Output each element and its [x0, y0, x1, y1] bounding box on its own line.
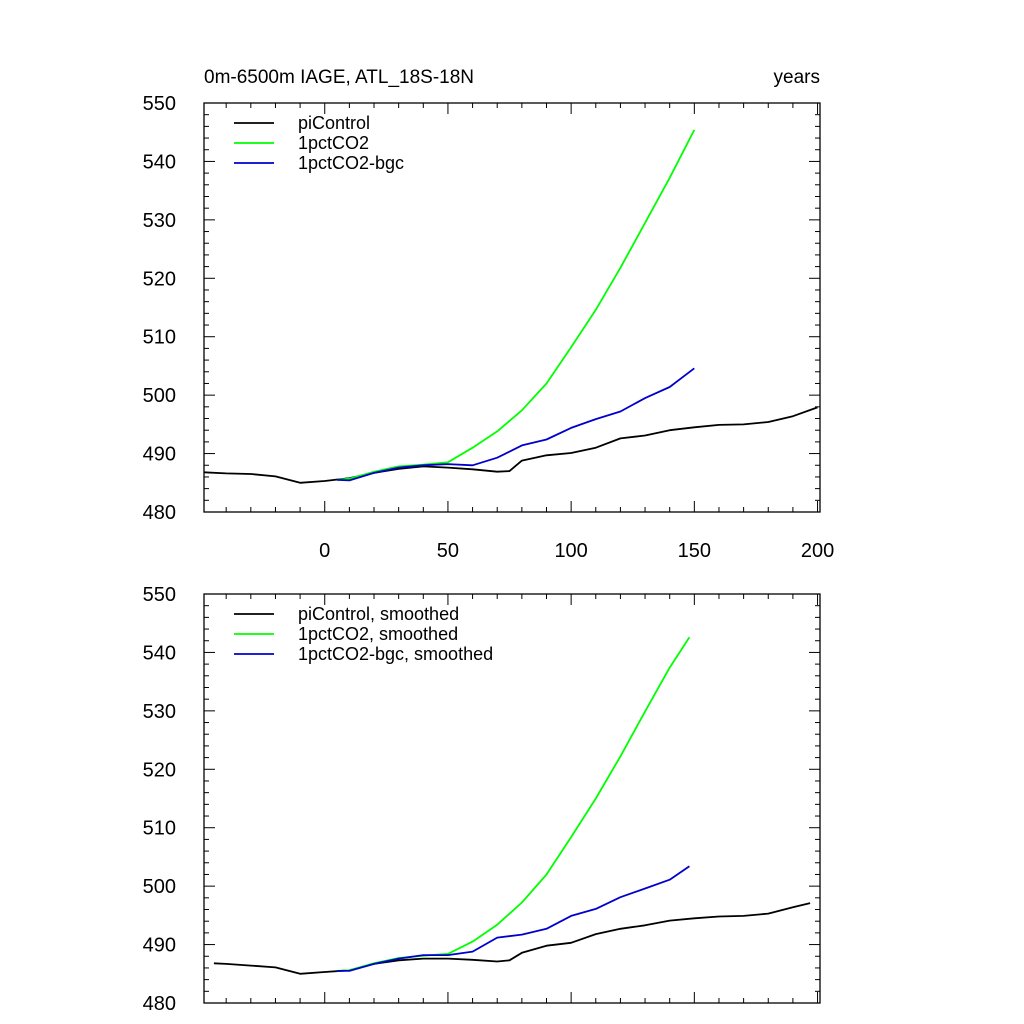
panel0-series-piControl: [203, 406, 818, 484]
panel0-frame: [203, 102, 821, 513]
panel0-ytick-label-530: 530: [143, 210, 176, 232]
panel1-series-1pctCO2-bgc: [337, 865, 690, 972]
plot-title-left: 0m-6500m IAGE, ATL_18S-18N: [204, 67, 474, 88]
panel-top: 480 490 500 510 520 530 540 550 0 50 100 150 200 piCo…: [143, 93, 835, 562]
panel1-series-1pctCO2: [337, 636, 691, 972]
panel-bottom: 480 490 500 510 520 530 540 550 piControl, smoot…: [143, 584, 821, 1015]
panel1-ytick-label-510: 510: [143, 818, 176, 840]
panel0-ytick-label-490: 490: [143, 444, 176, 466]
panel1-ytick-label-480: 480: [143, 993, 176, 1015]
panel1-ytick-label-540: 540: [143, 642, 176, 664]
panel0-series-1pctCO2-bgc: [337, 367, 695, 482]
panel0-legend-label-1pctCO2: 1pctCO2: [298, 133, 369, 153]
panel0-xtick-label-150: 150: [678, 540, 711, 562]
panel0-ytick-label-510: 510: [143, 327, 176, 349]
panel1-legend-label-1pctCO2: 1pctCO2, smoothed: [298, 624, 458, 644]
panel1-ytick-label-530: 530: [143, 701, 176, 723]
panel1-legend-label-piControl: piControl, smoothed: [298, 604, 459, 624]
panel1-legend-label-1pctCO2-bgc: 1pctCO2-bgc, smoothed: [298, 644, 493, 664]
panel0-xtick-label-100: 100: [554, 540, 587, 562]
panel0-ytick-label-480: 480: [143, 502, 176, 524]
panel1-ytick-label-550: 550: [143, 584, 176, 606]
panel1-ytick-label-490: 490: [143, 935, 176, 957]
panel1-frame: [203, 593, 821, 1004]
panel0-xtick-label-50: 50: [437, 540, 459, 562]
panel0-ytick-label-500: 500: [143, 385, 176, 407]
panel0-legend-label-piControl: piControl: [298, 113, 370, 133]
panel1-series-piControl: [213, 902, 811, 975]
panel1-ytick-label-500: 500: [143, 876, 176, 898]
panel0-ytick-label-540: 540: [143, 151, 176, 173]
panel0-legend-label-1pctCO2-bgc: 1pctCO2-bgc: [298, 153, 404, 173]
panel1-ytick-label-520: 520: [143, 759, 176, 781]
panel0-ytick-label-550: 550: [143, 93, 176, 115]
plot-title-right: years: [774, 67, 820, 88]
panel0-series-1pctCO2: [337, 129, 696, 481]
panel0-xtick-label-0: 0: [319, 540, 330, 562]
panel0-xtick-label-200: 200: [801, 540, 834, 562]
panel0-ytick-label-520: 520: [143, 268, 176, 290]
